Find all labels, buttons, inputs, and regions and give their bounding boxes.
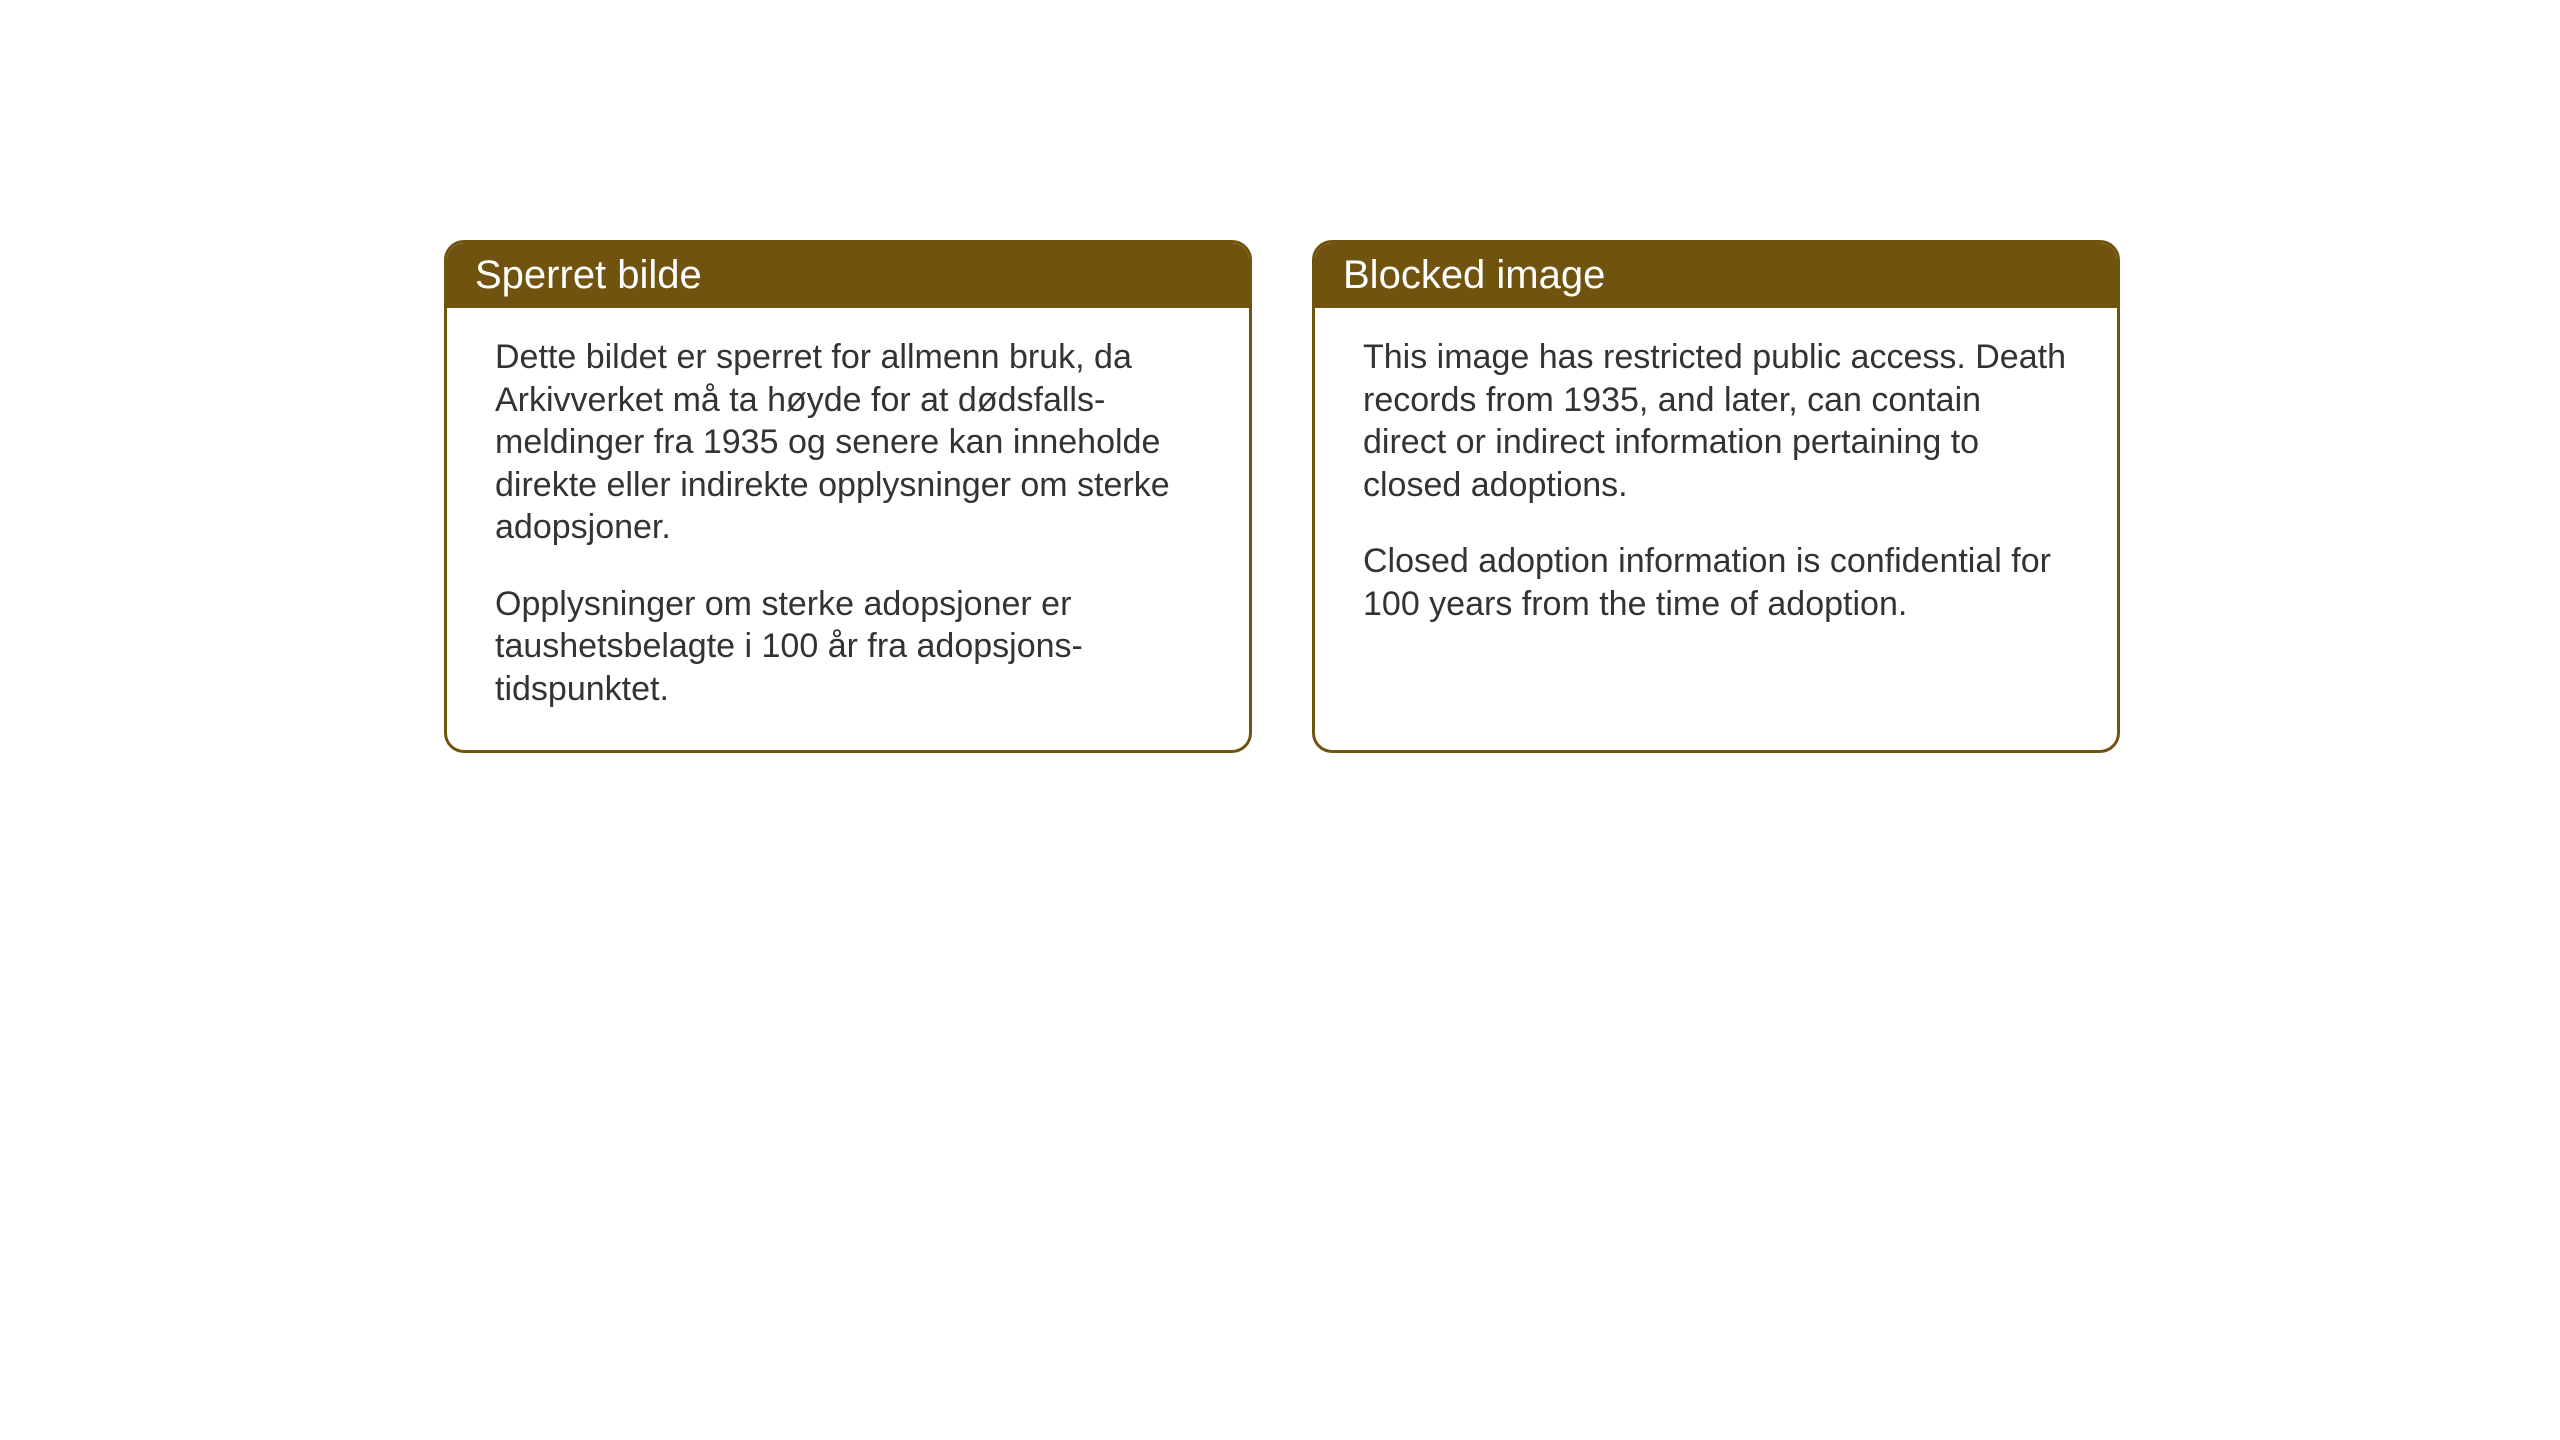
norwegian-paragraph-2: Opplysninger om sterke adopsjoner er tau… [495, 583, 1201, 711]
norwegian-card-body: Dette bildet er sperret for allmenn bruk… [447, 308, 1249, 750]
english-card: Blocked image This image has restricted … [1312, 240, 2120, 753]
english-paragraph-2: Closed adoption information is confident… [1363, 540, 2069, 625]
english-card-title: Blocked image [1315, 243, 2117, 308]
english-card-body: This image has restricted public access.… [1315, 308, 2117, 665]
norwegian-card-title: Sperret bilde [447, 243, 1249, 308]
norwegian-card: Sperret bilde Dette bildet er sperret fo… [444, 240, 1252, 753]
notice-container: Sperret bilde Dette bildet er sperret fo… [444, 240, 2120, 753]
norwegian-paragraph-1: Dette bildet er sperret for allmenn bruk… [495, 336, 1201, 549]
english-paragraph-1: This image has restricted public access.… [1363, 336, 2069, 506]
